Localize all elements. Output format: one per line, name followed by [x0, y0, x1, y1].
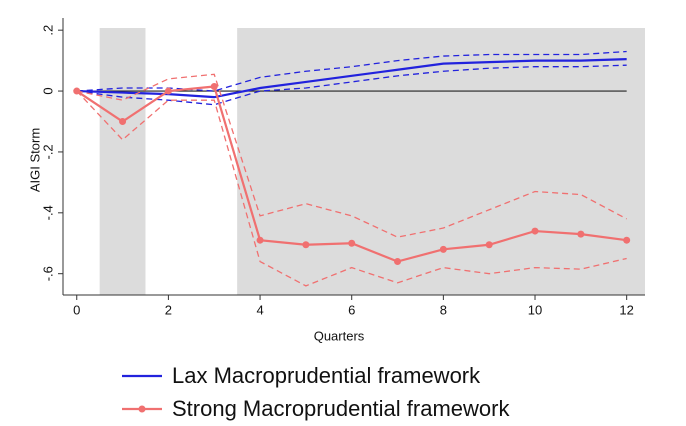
- band-upper: [76, 73, 627, 238]
- legend: Lax Macroprudential framework Strong Macr…: [122, 363, 510, 421]
- point: [485, 241, 493, 249]
- legend-label: Lax Macroprudential framework: [172, 363, 481, 388]
- x-tick-label: 0: [73, 302, 80, 317]
- point: [623, 236, 631, 244]
- x-tick-label: 8: [440, 302, 447, 317]
- x-tick-label: 6: [348, 302, 355, 317]
- y-tick-label: -.4: [40, 205, 55, 220]
- shaded-region: [99, 28, 146, 295]
- point: [119, 117, 127, 125]
- point: [210, 82, 218, 90]
- point: [394, 258, 402, 266]
- x-tick-label: 10: [528, 302, 542, 317]
- x-tick-label: 12: [619, 302, 633, 317]
- shaded-region: [237, 28, 646, 295]
- x-axis-label: Quarters: [314, 328, 365, 343]
- x-tick-label: 4: [256, 302, 263, 317]
- point: [73, 87, 81, 95]
- y-tick-label: -.6: [40, 266, 55, 281]
- y-tick-label: .2: [40, 25, 55, 36]
- point: [348, 239, 356, 247]
- point: [302, 241, 310, 249]
- x-tick-label: 2: [165, 302, 172, 317]
- band-lower: [76, 90, 627, 287]
- point: [577, 230, 585, 238]
- band-lower: [76, 64, 627, 106]
- point: [439, 245, 447, 253]
- y-axis-label: AIGI Storm: [27, 128, 42, 192]
- y-tick-label: 0: [40, 87, 55, 94]
- point: [531, 227, 539, 235]
- legend-marker: [138, 405, 146, 413]
- y-tick-label: -.2: [40, 144, 55, 159]
- legend-label: Strong Macroprudential framework: [172, 396, 510, 421]
- point: [256, 236, 264, 244]
- point: [164, 87, 172, 95]
